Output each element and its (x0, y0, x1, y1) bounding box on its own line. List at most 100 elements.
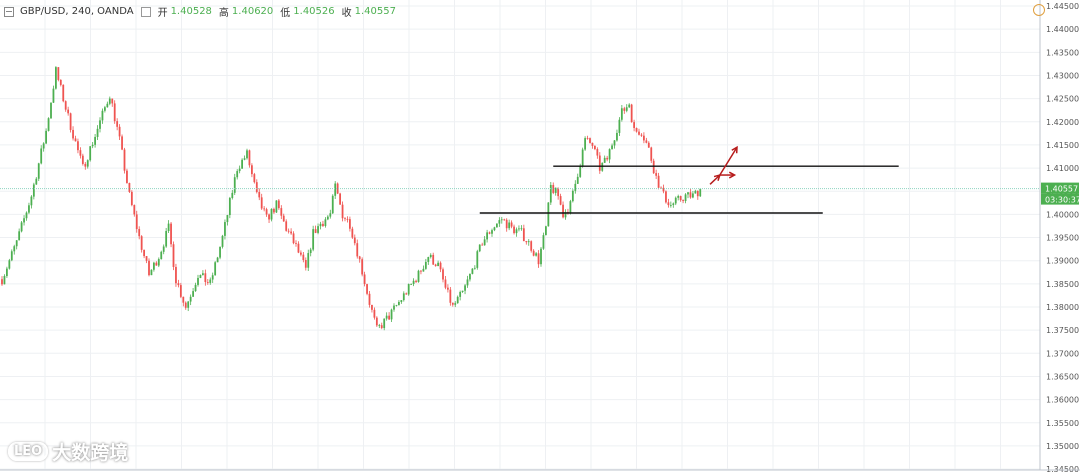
y-tick-label: 1.43000 (1046, 71, 1079, 80)
y-tick-label: 1.38000 (1046, 303, 1079, 312)
candle-body (89, 146, 92, 161)
candle-body (679, 196, 682, 201)
open-value: 1.40528 (170, 6, 212, 17)
candle-body (598, 155, 601, 171)
candle-body (493, 227, 496, 231)
candle-body (162, 246, 165, 252)
candle-body (189, 296, 192, 302)
candle-body (652, 160, 655, 174)
countdown-badge (1041, 193, 1079, 205)
candle-body (238, 168, 241, 172)
candle-body (1, 279, 3, 285)
candle-body (123, 149, 126, 171)
candle-body (510, 222, 513, 227)
candle-body (344, 218, 346, 220)
candle-body (251, 165, 253, 175)
candle-body (473, 267, 476, 269)
candle-body (270, 208, 273, 220)
candle-body (689, 192, 692, 198)
candle-body (243, 158, 246, 160)
candle-body (665, 191, 667, 203)
candle-body (625, 107, 628, 111)
candle-body (581, 149, 584, 166)
candle-body (295, 243, 297, 244)
watermark-text: 大数跨境 (52, 442, 129, 464)
candle-body (508, 222, 511, 229)
candle-body (231, 192, 234, 198)
candle-body (172, 244, 175, 267)
candle-body (165, 230, 168, 247)
candle-body (606, 157, 609, 160)
candle-body (209, 279, 212, 283)
candle-body (150, 269, 153, 276)
candle-body (329, 213, 332, 217)
candle-body (106, 103, 109, 108)
candle-body (248, 150, 251, 166)
visibility-icon[interactable] (140, 6, 151, 17)
candle-body (684, 194, 687, 201)
candle-body (157, 259, 160, 266)
y-tick-label: 1.41000 (1046, 164, 1079, 173)
candle-body (635, 127, 638, 132)
candle-body (334, 183, 337, 196)
candle-body (59, 79, 62, 85)
candle-body (608, 149, 611, 160)
candle-body (660, 187, 662, 189)
candle-body (513, 226, 515, 234)
candle-body (522, 228, 525, 242)
candle-body (579, 165, 582, 177)
candle-body (187, 301, 190, 308)
candle-body (126, 170, 128, 184)
candle-body (557, 187, 560, 197)
candle-body (630, 104, 633, 123)
candle-body (410, 283, 413, 285)
candle-body (469, 273, 471, 280)
candle-body (464, 285, 466, 291)
candle-body (662, 187, 665, 192)
candle-body (177, 283, 180, 286)
candle-body (542, 235, 545, 249)
candle-body (265, 209, 268, 215)
projection-arrowhead (731, 145, 738, 154)
candle-body (398, 301, 400, 306)
candle-body (535, 253, 537, 256)
y-tick-label: 1.38500 (1046, 280, 1079, 289)
close-label: 收 (341, 8, 352, 19)
candle-body (628, 104, 631, 108)
candle-body (143, 249, 145, 257)
candle-body (505, 219, 508, 229)
candle-body (331, 195, 334, 214)
candle-body (45, 130, 47, 144)
candle-body (569, 201, 572, 214)
candle-body (67, 109, 70, 114)
candle-body (86, 160, 89, 167)
candle-body (214, 262, 217, 276)
y-tick-label: 1.35500 (1046, 419, 1079, 428)
candle-body (530, 241, 533, 251)
clock-icon[interactable] (1033, 4, 1045, 16)
candle-body (145, 256, 148, 261)
candle-body (527, 241, 530, 243)
candle-body (8, 260, 11, 269)
symbol-label[interactable]: GBP/USD, 240, OANDA (20, 6, 134, 17)
candle-body (216, 257, 219, 263)
candle-body (564, 211, 567, 218)
candle-body (42, 143, 45, 149)
candle-body (113, 103, 116, 122)
y-tick-label: 1.37500 (1046, 326, 1079, 335)
y-tick-label: 1.42000 (1046, 118, 1079, 127)
candle-body (478, 244, 481, 252)
watermark: LEO 大数跨境 (8, 438, 128, 465)
candle-body (258, 192, 261, 198)
candle-body (202, 273, 204, 275)
candle-body (282, 215, 285, 222)
candle-body (432, 254, 435, 265)
collapse-icon[interactable] (4, 6, 14, 17)
candle-body (640, 134, 643, 136)
candle-body (339, 193, 341, 205)
candle-body (138, 229, 141, 237)
candle-body (226, 215, 229, 223)
candle-body (687, 192, 689, 195)
candle-body (427, 257, 430, 262)
